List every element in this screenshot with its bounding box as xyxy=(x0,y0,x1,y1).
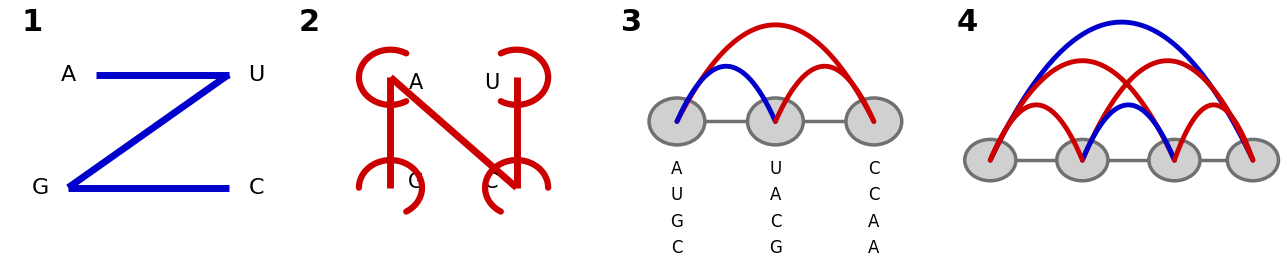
Text: C: C xyxy=(869,186,879,204)
Text: A: A xyxy=(869,239,879,257)
Text: U: U xyxy=(248,65,265,84)
Circle shape xyxy=(1228,139,1278,181)
Text: U: U xyxy=(671,186,683,204)
Text: G: G xyxy=(408,172,423,192)
Text: C: C xyxy=(770,213,781,230)
Text: C: C xyxy=(248,178,264,198)
Text: G: G xyxy=(671,213,683,230)
Text: A: A xyxy=(770,186,781,204)
Circle shape xyxy=(1057,139,1108,181)
Text: C: C xyxy=(672,239,682,257)
Text: C: C xyxy=(484,172,498,192)
Circle shape xyxy=(965,139,1015,181)
Text: 1: 1 xyxy=(21,8,42,37)
Text: C: C xyxy=(869,160,879,178)
Circle shape xyxy=(1149,139,1199,181)
Text: A: A xyxy=(672,160,682,178)
Text: 2: 2 xyxy=(299,8,320,37)
Text: A: A xyxy=(60,65,76,84)
Text: 3: 3 xyxy=(622,8,642,37)
Circle shape xyxy=(649,98,705,145)
Text: A: A xyxy=(869,213,879,230)
Text: G: G xyxy=(768,239,782,257)
Text: U: U xyxy=(484,73,499,93)
Circle shape xyxy=(846,98,902,145)
Text: G: G xyxy=(32,178,49,198)
Text: U: U xyxy=(770,160,781,178)
Circle shape xyxy=(748,98,803,145)
Text: A: A xyxy=(408,73,423,93)
Text: 4: 4 xyxy=(956,8,977,37)
